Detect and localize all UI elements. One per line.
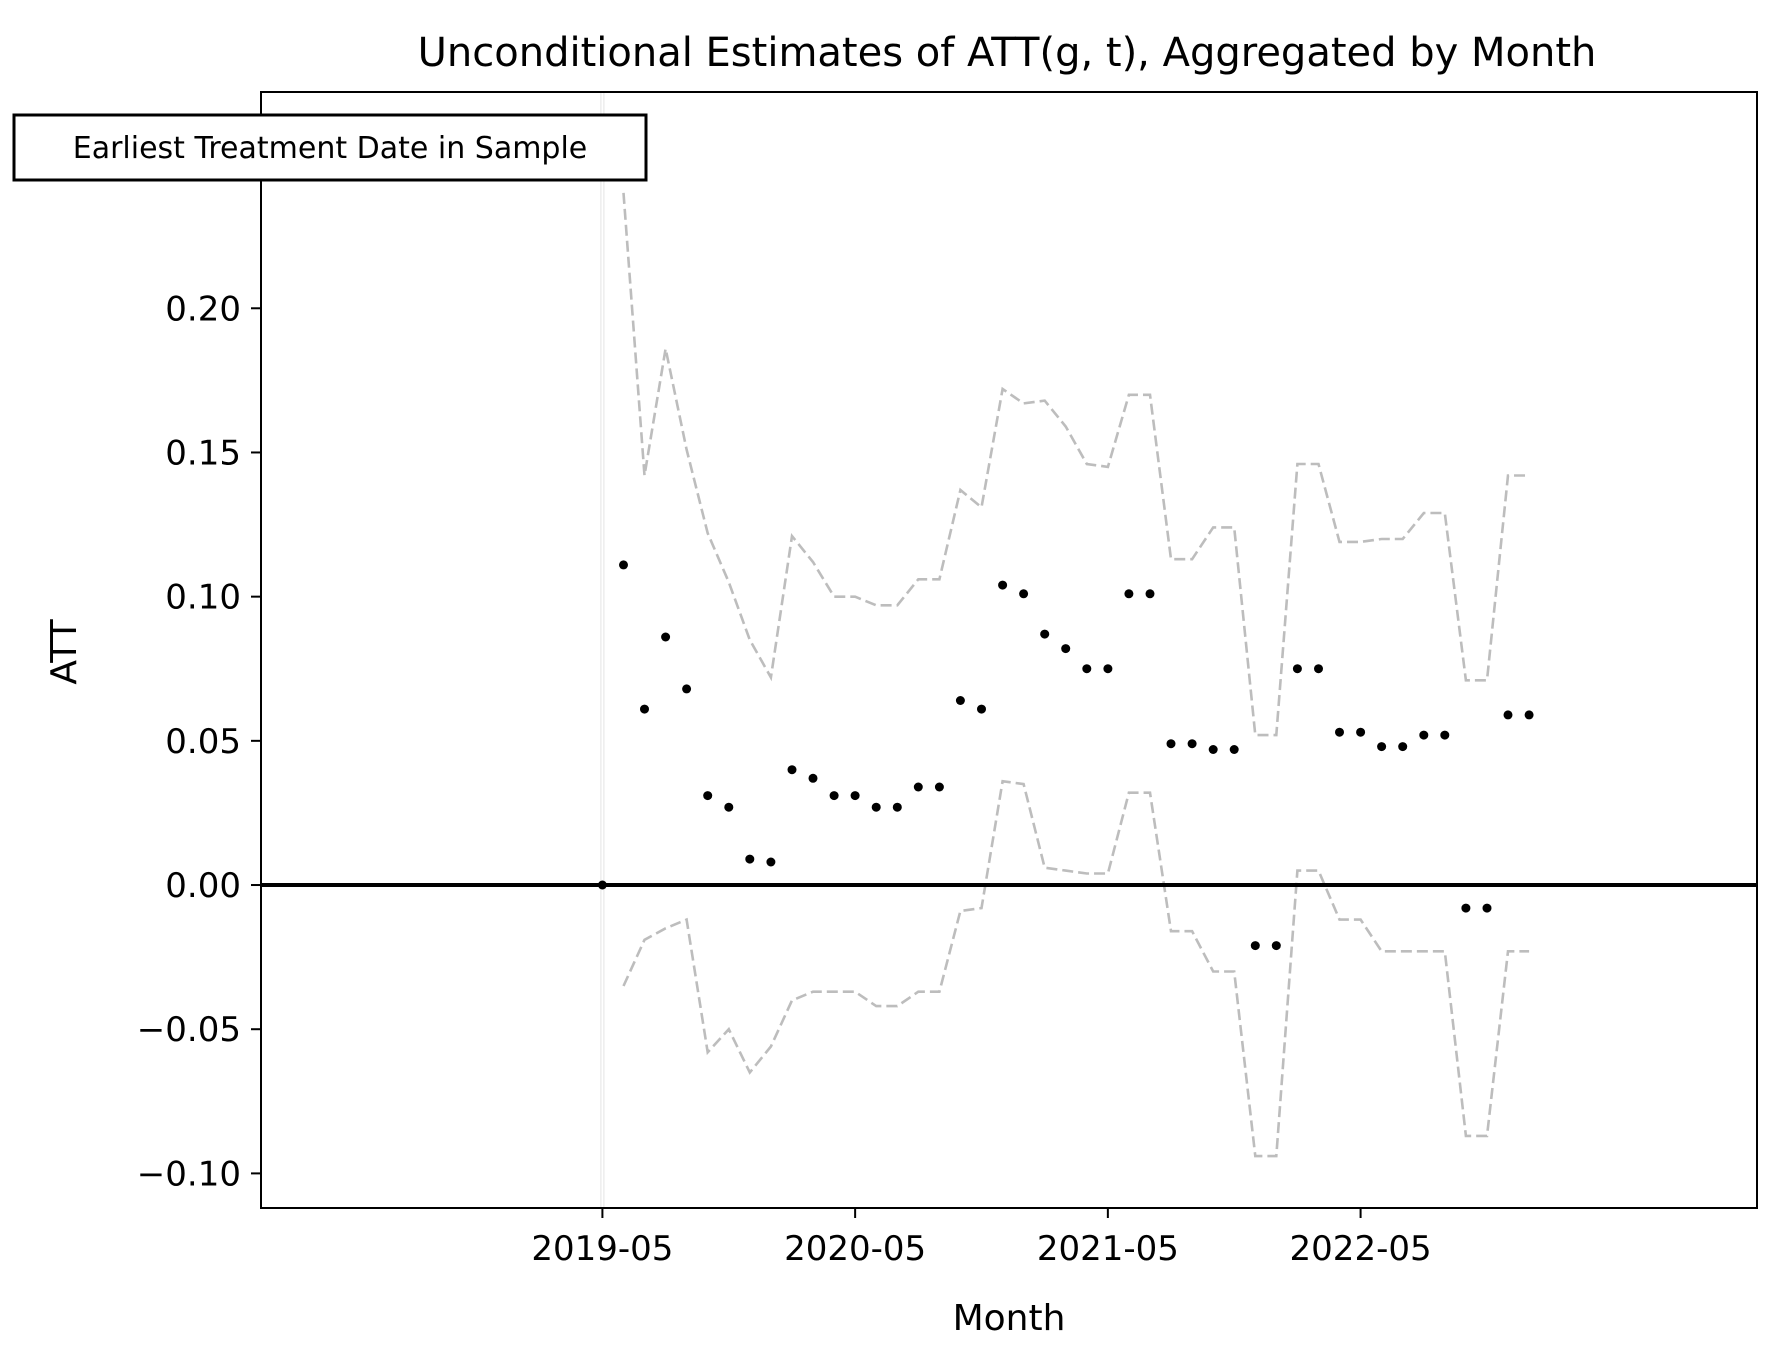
data-point [934, 782, 944, 792]
data-point [829, 791, 839, 801]
y-tick-label: 0.05 [165, 722, 241, 762]
y-tick-label: −0.05 [137, 1010, 241, 1050]
data-point [661, 632, 671, 642]
y-tick-label: 0.10 [165, 578, 241, 618]
annotation-text: Earliest Treatment Date in Sample [73, 131, 588, 166]
data-point [1040, 629, 1050, 639]
x-tick-label: 2020-05 [784, 1229, 926, 1269]
data-point [787, 765, 797, 775]
y-tick-label: 0.15 [165, 433, 241, 473]
data-point [998, 580, 1008, 590]
data-point [1461, 903, 1471, 913]
data-point [1166, 739, 1176, 749]
data-point [1377, 742, 1387, 752]
data-point [597, 880, 607, 890]
annotation-box: Earliest Treatment Date in Sample [12, 113, 648, 182]
data-point [1103, 664, 1113, 674]
data-point [1314, 664, 1323, 674]
data-point [1208, 745, 1218, 754]
data-point [1187, 739, 1197, 749]
x-tick-label: 2019-05 [531, 1229, 673, 1269]
data-point [1271, 941, 1281, 951]
data-point [1019, 589, 1029, 599]
upper-bound-line [622, 192, 1530, 737]
confidence-bounds [622, 192, 1530, 1158]
y-tick-label: 0.20 [165, 289, 241, 329]
data-point [913, 782, 923, 792]
treatment-date-marker [600, 92, 605, 1208]
data-point [703, 791, 713, 801]
data-point [1482, 903, 1492, 913]
data-point [1419, 730, 1429, 740]
data-point [871, 802, 881, 812]
data-point [1356, 727, 1366, 737]
y-axis-label: ATT [44, 618, 85, 684]
x-axis-ticks: 2019-05 2020-05 2021-05 2022-05 [531, 1208, 1432, 1269]
y-tick-label: 0.00 [165, 866, 241, 906]
x-tick-label: 2022-05 [1290, 1229, 1432, 1269]
data-point [1292, 664, 1302, 674]
data-point [850, 791, 860, 801]
data-point [745, 854, 755, 864]
annotation-frame [12, 113, 648, 182]
data-point [640, 704, 649, 714]
data-point [977, 704, 986, 714]
y-axis-ticks: 0.20 0.15 0.10 0.05 0.00 −0.05 −0.10 [137, 289, 261, 1194]
lower-bound-line [622, 779, 1530, 1158]
data-point [808, 773, 818, 783]
data-point [1335, 727, 1344, 737]
data-point [1082, 664, 1092, 674]
data-point [724, 802, 734, 812]
plot-frame [260, 91, 1758, 1209]
x-axis-label: Month [953, 1298, 1066, 1339]
data-point [1145, 589, 1155, 599]
data-point [682, 684, 692, 694]
data-point [892, 802, 902, 812]
data-point [1503, 710, 1513, 720]
data-point [1229, 745, 1239, 754]
data-point [1440, 730, 1450, 740]
estimate-points [597, 560, 1534, 951]
y-tick-label: −0.10 [137, 1154, 241, 1194]
data-point [766, 857, 776, 867]
data-point [1250, 941, 1260, 951]
data-point [1124, 589, 1134, 599]
data-point [619, 560, 628, 570]
data-point [1398, 742, 1408, 752]
data-point [1524, 710, 1534, 720]
chart-title: Unconditional Estimates of ATT(g, t), Ag… [418, 30, 1597, 76]
data-point [1061, 644, 1071, 654]
x-tick-label: 2021-05 [1037, 1229, 1179, 1269]
data-point [955, 696, 965, 705]
